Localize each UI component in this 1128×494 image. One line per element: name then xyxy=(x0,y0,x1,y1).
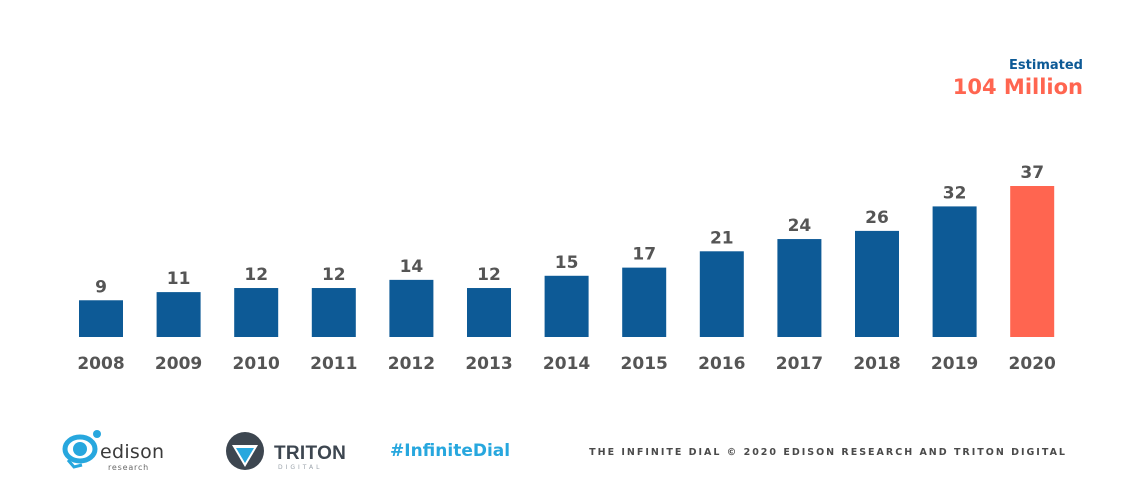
value-label-2014: 15 xyxy=(555,253,579,273)
bar-2016 xyxy=(699,251,744,337)
x-tick-2010: 2010 xyxy=(233,354,280,374)
bar-2011 xyxy=(311,288,356,337)
value-label-2018: 26 xyxy=(865,208,889,228)
value-label-2019: 32 xyxy=(943,183,967,203)
x-tick-2009: 2009 xyxy=(155,354,202,374)
bar-2018 xyxy=(855,230,899,337)
x-tick-2018: 2018 xyxy=(853,354,900,374)
triton-subtext: DIGITAL xyxy=(278,464,323,471)
edison-bulb-icon xyxy=(62,430,101,469)
x-tick-2012: 2012 xyxy=(388,354,435,374)
value-label-2016: 21 xyxy=(710,228,734,248)
x-tick-2020: 2020 xyxy=(1009,354,1056,374)
hashtag-text: #InfiniteDial xyxy=(390,441,511,461)
bar-2014 xyxy=(544,275,589,337)
x-tick-2019: 2019 xyxy=(931,354,978,374)
bar-2020 xyxy=(1010,186,1055,337)
edison-research-logo: edison research xyxy=(60,427,180,473)
bar-2013 xyxy=(467,288,511,337)
value-label-2013: 12 xyxy=(477,265,501,285)
x-tick-2008: 2008 xyxy=(77,354,124,374)
x-tick-2011: 2011 xyxy=(310,354,357,374)
bar-2019 xyxy=(932,206,977,337)
value-label-2010: 12 xyxy=(244,265,268,285)
estimate-callout: Estimated 104 Million xyxy=(953,58,1083,99)
triton-wordmark: TRITON xyxy=(274,443,347,464)
x-tick-2016: 2016 xyxy=(698,354,745,374)
bar-2012 xyxy=(389,279,434,337)
value-label-2020: 37 xyxy=(1020,163,1044,183)
bar-2008 xyxy=(79,300,123,337)
edison-wordmark: edison xyxy=(100,441,165,463)
estimate-label: Estimated xyxy=(1009,58,1083,73)
value-label-2017: 24 xyxy=(788,216,812,236)
x-tick-2017: 2017 xyxy=(776,354,823,374)
value-label-2011: 12 xyxy=(322,265,346,285)
bar-2010 xyxy=(234,288,279,337)
triton-emblem-icon xyxy=(226,432,264,470)
bar-2009 xyxy=(156,292,201,337)
x-tick-2014: 2014 xyxy=(543,354,590,374)
value-label-2015: 17 xyxy=(632,245,656,265)
bar-2017 xyxy=(777,239,822,337)
edison-subtext: research xyxy=(108,463,150,472)
copyright-text: THE INFINITE DIAL © 2020 EDISON RESEARCH… xyxy=(589,447,1067,458)
footer: edison research TRITON DIGITAL #Infinite… xyxy=(0,425,1128,475)
value-label-2008: 9 xyxy=(95,277,107,297)
bar-chart: 9 2008 11 2009 12 2010 12 2011 14 2012 12 2013 15 201… xyxy=(77,163,1056,374)
triton-digital-logo: TRITON DIGITAL xyxy=(224,429,354,473)
bar-2015 xyxy=(622,267,667,337)
value-label-2009: 11 xyxy=(167,269,191,289)
estimate-value: 104 Million xyxy=(952,75,1083,99)
x-tick-2013: 2013 xyxy=(465,354,512,374)
x-tick-2015: 2015 xyxy=(621,354,668,374)
value-label-2012: 14 xyxy=(400,257,424,277)
